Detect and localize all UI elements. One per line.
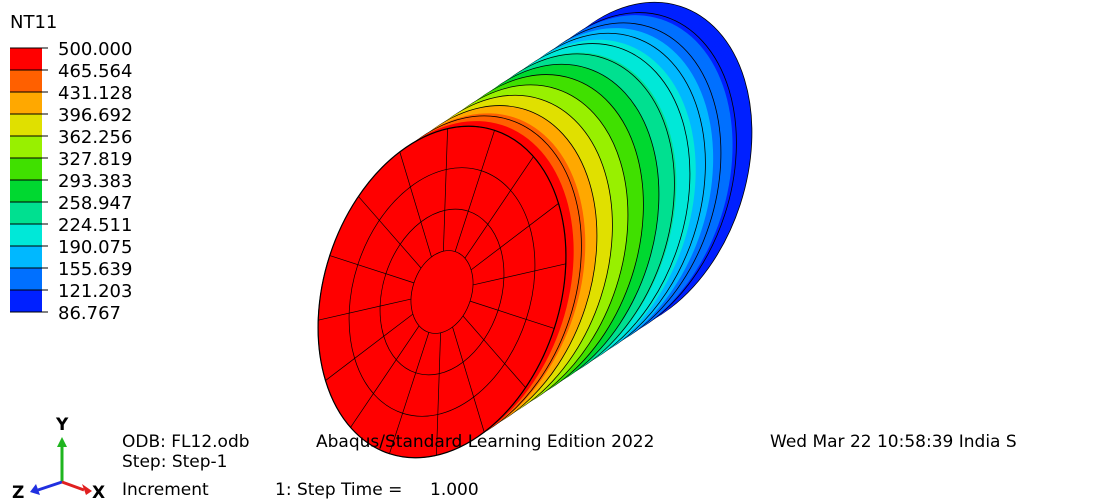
legend-swatch [10,158,42,180]
legend-swatch [10,290,42,312]
edition: Abaqus/Standard Learning Edition 2022 [316,432,654,452]
triad-x: X [92,483,105,502]
legend-label: 396.692 [58,105,132,126]
legend-swatch [10,48,42,70]
date: Wed Mar 22 10:58:39 India S [770,432,1017,452]
legend-swatch [10,202,42,224]
legend-label: 190.075 [58,237,132,258]
legend-swatch [10,114,42,136]
viewport: NT11 500.000465.564431.128396.692362.256… [0,0,1095,502]
legend-label: 293.383 [58,171,132,192]
odb-name: ODB: FL12.odb [122,432,250,452]
model [277,0,793,490]
triad-z: Z [12,483,24,502]
legend-label: 86.767 [58,303,121,324]
legend-swatch [10,180,42,202]
legend-label: 362.256 [58,127,132,148]
triad-y: Y [55,415,69,435]
time-value: 1.000 [430,480,479,500]
legend-label: 327.819 [58,149,132,170]
legend-label: 431.128 [58,83,132,104]
legend-label: 258.947 [58,193,132,214]
viewport-canvas: NT11 500.000465.564431.128396.692362.256… [0,0,1095,502]
increment: Increment [122,480,209,500]
legend-label: 155.639 [58,259,132,280]
legend-label: 500.000 [58,39,132,60]
legend-swatch [10,70,42,92]
legend: 500.000465.564431.128396.692362.256327.8… [10,39,132,324]
triad: Y Z X [12,415,105,502]
legend-swatch [10,268,42,290]
legend-swatch [10,246,42,268]
legend-swatch [10,136,42,158]
legend-swatch [10,224,42,246]
legend-label: 121.203 [58,281,132,302]
legend-title: NT11 [10,12,57,33]
step-time: 1: Step Time = [275,480,402,500]
legend-label: 224.511 [58,215,132,236]
legend-swatch [10,92,42,114]
legend-label: 465.564 [58,61,132,82]
step: Step: Step-1 [122,452,228,472]
